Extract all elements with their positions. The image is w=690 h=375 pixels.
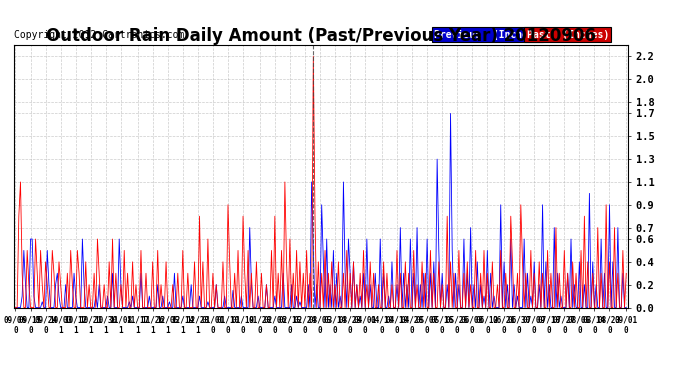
Title: Outdoor Rain Daily Amount (Past/Previous Year) 20120906: Outdoor Rain Daily Amount (Past/Previous…	[46, 27, 596, 45]
Text: Past  (Inches): Past (Inches)	[526, 30, 609, 40]
Text: Previous  (Inches): Previous (Inches)	[435, 30, 540, 40]
Text: Copyright 2012 Cartronics.com: Copyright 2012 Cartronics.com	[14, 30, 184, 40]
